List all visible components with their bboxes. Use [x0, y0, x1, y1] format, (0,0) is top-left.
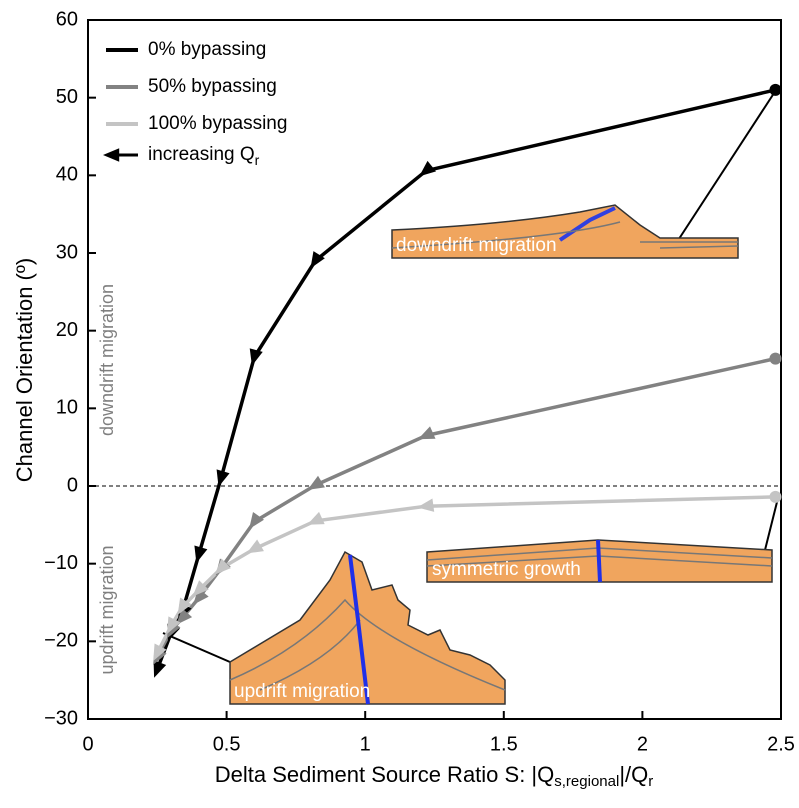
legend-label: 0% bypassing [148, 39, 266, 60]
legend-label: increasing Qr [148, 144, 260, 168]
end-point [769, 83, 782, 96]
x-axis-label-part: s,regional [554, 773, 619, 790]
arrow-marker [310, 251, 325, 269]
x-tick-label: 1 [360, 733, 371, 755]
side-label: downdrift migration [97, 284, 117, 436]
arrow-marker [307, 475, 325, 490]
series-line [155, 356, 776, 658]
legend-label-part: increasing Q [148, 144, 255, 165]
inset-label: symmetric growth [432, 559, 581, 580]
y-tick-label: 40 [56, 164, 78, 186]
inset-downdrift [391, 86, 779, 259]
x-tick-label: 2 [637, 733, 648, 755]
arrow-marker [307, 511, 325, 525]
x-axis-label-part: Delta Sediment Source Ratio S: |Q [215, 762, 555, 787]
arrow-marker [249, 511, 264, 530]
y-tick-label: 20 [56, 319, 78, 341]
y-tick-label: −20 [44, 630, 78, 652]
arrow-marker [216, 469, 230, 487]
arrow-marker [153, 660, 167, 678]
y-tick-label: 50 [56, 86, 78, 108]
arrow-marker [214, 558, 231, 575]
arrow-marker [167, 616, 181, 634]
x-tick-label: 0.5 [213, 733, 241, 755]
plot-frame [87, 19, 782, 720]
arrow-marker [246, 539, 264, 554]
y-tick-label: 60 [56, 8, 78, 30]
side-label: updrift migration [97, 545, 117, 674]
legend-label-part: r [255, 152, 260, 168]
arrow-marker [153, 643, 167, 662]
x-tick-label: 2.5 [767, 733, 795, 755]
legend-label: 100% bypassing [148, 113, 287, 134]
y-tick-label: 10 [56, 397, 78, 419]
arrow-marker [249, 348, 263, 366]
inset-label: updrift migration [234, 681, 370, 702]
x-tick-label: 1.5 [490, 733, 518, 755]
y-tick-label: −30 [44, 707, 78, 729]
inset-label: downdrift migration [396, 235, 557, 256]
x-axis-label-part: r [648, 773, 653, 790]
x-axis-label: Delta Sediment Source Ratio S: |Qs,regio… [215, 762, 654, 790]
arrow-marker [419, 160, 437, 177]
arrow-marker [417, 498, 435, 512]
end-point [769, 490, 782, 503]
end-point [769, 352, 782, 365]
y-axis-label: Channel Orientation (º) [12, 258, 37, 482]
y-tick-label: −10 [44, 552, 78, 574]
x-tick-label: 0 [82, 733, 93, 755]
y-tick-label: 30 [56, 241, 78, 263]
legend-label: 50% bypassing [148, 76, 277, 97]
arrow-marker [177, 597, 192, 615]
inset-symmetric [426, 497, 779, 583]
arrow-marker [417, 426, 436, 440]
arrow-marker [176, 608, 193, 625]
arrow-marker [194, 545, 208, 563]
inset-updrift [162, 550, 506, 705]
x-axis-label-part: |/Q [619, 762, 648, 787]
arrow-marker [192, 580, 209, 597]
arrow-marker [103, 148, 120, 162]
y-tick-label: 0 [67, 474, 78, 496]
